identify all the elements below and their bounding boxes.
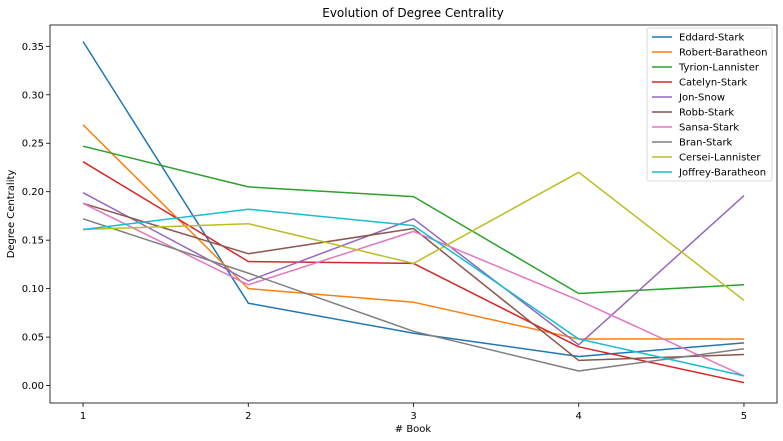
legend-label: Bran-Stark xyxy=(679,138,733,149)
legend-label: Robert-Baratheon xyxy=(679,48,768,59)
y-tick-label: 0.25 xyxy=(22,139,44,150)
series-line-jon-snow xyxy=(82,192,745,346)
series-line-bran-stark xyxy=(82,218,745,372)
y-axis-label: Degree Centrality xyxy=(6,170,17,259)
y-tick-label: 0.05 xyxy=(22,333,44,344)
y-tick-label: 0.00 xyxy=(22,381,44,392)
y-tick-label: 0.35 xyxy=(22,42,44,53)
series-lines xyxy=(82,41,745,384)
x-axis: 1 2 3 4 5 xyxy=(80,403,747,422)
legend-label: Cersei-Lannister xyxy=(679,153,761,164)
chart-title: Evolution of Degree Centrality xyxy=(322,6,503,20)
legend-label: Eddard-Stark xyxy=(679,33,745,44)
x-tick-label: 2 xyxy=(245,411,251,422)
legend: Eddard-Stark Robert-Baratheon Tyrion-Lanni… xyxy=(646,27,773,182)
legend-label: Sansa-Stark xyxy=(679,123,739,134)
y-axis: 0.00 0.05 0.10 0.15 0.20 0.25 0.30 0.35 xyxy=(22,42,50,392)
legend-label: Robb-Stark xyxy=(679,108,734,119)
x-tick-label: 5 xyxy=(741,411,747,422)
series-line-joffrey-baratheon xyxy=(82,208,745,377)
series-line-tyrion-lannister xyxy=(82,145,745,295)
legend-label: Jon-Snow xyxy=(678,93,725,104)
y-tick-label: 0.30 xyxy=(22,90,44,101)
x-tick-label: 3 xyxy=(410,411,416,422)
legend-label: Tyrion-Lannister xyxy=(678,63,760,74)
legend-label: Catelyn-Stark xyxy=(679,78,747,89)
y-tick-label: 0.15 xyxy=(22,236,44,247)
x-axis-label: # Book xyxy=(395,424,432,435)
x-tick-label: 4 xyxy=(576,411,582,422)
x-tick-label: 1 xyxy=(80,411,86,422)
legend-box xyxy=(646,27,773,182)
series-line-robert-baratheon xyxy=(82,124,744,340)
y-tick-label: 0.10 xyxy=(22,284,44,295)
legend-label: Joffrey-Baratheon xyxy=(678,168,766,179)
y-tick-label: 0.20 xyxy=(22,187,44,198)
series-line-robb-stark xyxy=(82,202,745,362)
series-line-sansa-stark xyxy=(82,202,745,377)
series-line-cersei-lannister xyxy=(82,171,745,301)
